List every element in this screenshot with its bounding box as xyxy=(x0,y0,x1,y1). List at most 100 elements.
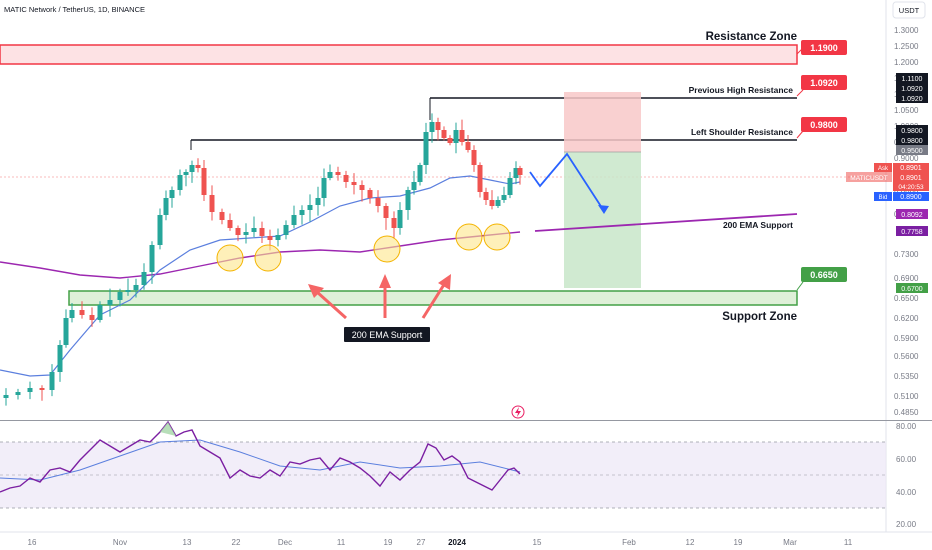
rsi-signal-line[interactable] xyxy=(0,439,521,481)
candle-body[interactable] xyxy=(235,228,241,235)
candle-body[interactable] xyxy=(367,190,373,198)
candle-body[interactable] xyxy=(63,318,69,345)
candle-body[interactable] xyxy=(517,168,523,175)
moving-average-line[interactable] xyxy=(0,175,521,377)
candle-body[interactable] xyxy=(489,200,495,206)
candle-body[interactable] xyxy=(141,272,147,285)
support-level-tag[interactable] xyxy=(801,267,847,282)
left-shoulder-tag[interactable] xyxy=(801,117,847,132)
candle-body[interactable] xyxy=(477,165,483,192)
candle-body[interactable] xyxy=(351,182,357,185)
candle-body[interactable] xyxy=(405,190,411,210)
candle-body[interactable] xyxy=(471,150,477,165)
candle-body[interactable] xyxy=(57,345,63,372)
candle-body[interactable] xyxy=(3,395,9,398)
last-price: 0.8901 xyxy=(900,175,922,182)
chart-title: MATIC Network / TetherUS, 1D, BINANCE xyxy=(4,5,145,14)
stop-loss-zone[interactable] xyxy=(564,92,641,152)
candle-body[interactable] xyxy=(429,122,435,132)
candle-body[interactable] xyxy=(97,305,103,320)
candle-body[interactable] xyxy=(189,165,195,172)
resistance-level-tag[interactable] xyxy=(801,40,847,55)
candle-body[interactable] xyxy=(149,245,155,272)
candle-body[interactable] xyxy=(453,130,459,143)
support-zone-box[interactable] xyxy=(68,290,798,306)
tag-950: 0.9500 xyxy=(901,148,923,155)
candle-body[interactable] xyxy=(459,130,465,142)
candle-body[interactable] xyxy=(335,172,341,175)
take-profit-zone[interactable] xyxy=(564,152,641,288)
candles[interactable] xyxy=(3,113,523,406)
candle-body[interactable] xyxy=(177,175,183,190)
candle-body[interactable] xyxy=(465,142,471,150)
tag-1092b: 1.0920 xyxy=(901,96,923,103)
candle-body[interactable] xyxy=(417,165,423,182)
candle-body[interactable] xyxy=(117,292,123,300)
candle-body[interactable] xyxy=(291,215,297,225)
candle-body[interactable] xyxy=(507,178,513,195)
candle-body[interactable] xyxy=(275,235,281,240)
candle-body[interactable] xyxy=(79,310,85,315)
arrow-right-head xyxy=(438,274,451,290)
candle-body[interactable] xyxy=(423,132,429,165)
candle-body[interactable] xyxy=(483,192,489,200)
candle-body[interactable] xyxy=(251,228,257,232)
candle-body[interactable] xyxy=(89,315,95,320)
previous-high-tag[interactable] xyxy=(801,75,847,90)
candle-body[interactable] xyxy=(15,392,21,395)
tag-1092b-bg xyxy=(896,93,928,103)
candle-body[interactable] xyxy=(343,175,349,182)
candle-body[interactable] xyxy=(39,388,45,390)
candle-body[interactable] xyxy=(157,215,163,245)
candle-body[interactable] xyxy=(107,300,113,305)
candle-body[interactable] xyxy=(513,168,519,178)
candle-body[interactable] xyxy=(307,205,313,210)
candle-body[interactable] xyxy=(397,210,403,228)
projected-path[interactable] xyxy=(529,152,605,212)
candle-body[interactable] xyxy=(495,200,501,206)
resistance-zone-box[interactable] xyxy=(0,44,798,65)
rsi-line[interactable] xyxy=(0,420,521,493)
time-tick-label: 12 xyxy=(686,538,695,547)
candle-body[interactable] xyxy=(243,232,249,235)
candle-body[interactable] xyxy=(383,206,389,218)
candle-body[interactable] xyxy=(125,290,131,292)
candle-body[interactable] xyxy=(321,178,327,198)
candle-body[interactable] xyxy=(327,172,333,178)
candle-body[interactable] xyxy=(163,198,169,215)
ema-projection-line[interactable] xyxy=(534,213,798,232)
candle-body[interactable] xyxy=(209,195,215,212)
price-tick-label: 0.6900 xyxy=(894,274,919,283)
candle-body[interactable] xyxy=(27,388,33,392)
candle-body[interactable] xyxy=(283,225,289,235)
candle-body[interactable] xyxy=(391,218,397,228)
candle-body[interactable] xyxy=(411,182,417,190)
candle-body[interactable] xyxy=(219,212,225,220)
candle-body[interactable] xyxy=(169,190,175,198)
candle-body[interactable] xyxy=(183,172,189,175)
candle-body[interactable] xyxy=(259,228,265,236)
candle-body[interactable] xyxy=(49,372,55,390)
candle-body[interactable] xyxy=(69,310,75,318)
candle-body[interactable] xyxy=(375,198,381,206)
time-tick-label: 19 xyxy=(734,538,743,547)
candle-body[interactable] xyxy=(441,130,447,138)
candle-body[interactable] xyxy=(359,185,365,190)
candle-body[interactable] xyxy=(227,220,233,228)
time-axis[interactable]: 16 Nov 13 22 Dec 11 19 27 2024 15 Feb 12 19 Mar 11 xyxy=(28,538,853,547)
currency-button[interactable] xyxy=(892,1,926,19)
ema2-tag: 0.7758 xyxy=(901,229,923,236)
candle-body[interactable] xyxy=(447,138,453,143)
candle-body[interactable] xyxy=(299,210,305,215)
time-tick-label: 16 xyxy=(28,538,37,547)
tag-950-bg xyxy=(896,145,928,155)
candle-body[interactable] xyxy=(267,236,273,240)
time-tick-label: 13 xyxy=(183,538,192,547)
candle-body[interactable] xyxy=(133,285,139,290)
candle-body[interactable] xyxy=(195,165,201,168)
candle-body[interactable] xyxy=(501,195,507,200)
candle-body[interactable] xyxy=(435,122,441,130)
candle-body[interactable] xyxy=(201,168,207,195)
candle-body[interactable] xyxy=(315,198,321,205)
